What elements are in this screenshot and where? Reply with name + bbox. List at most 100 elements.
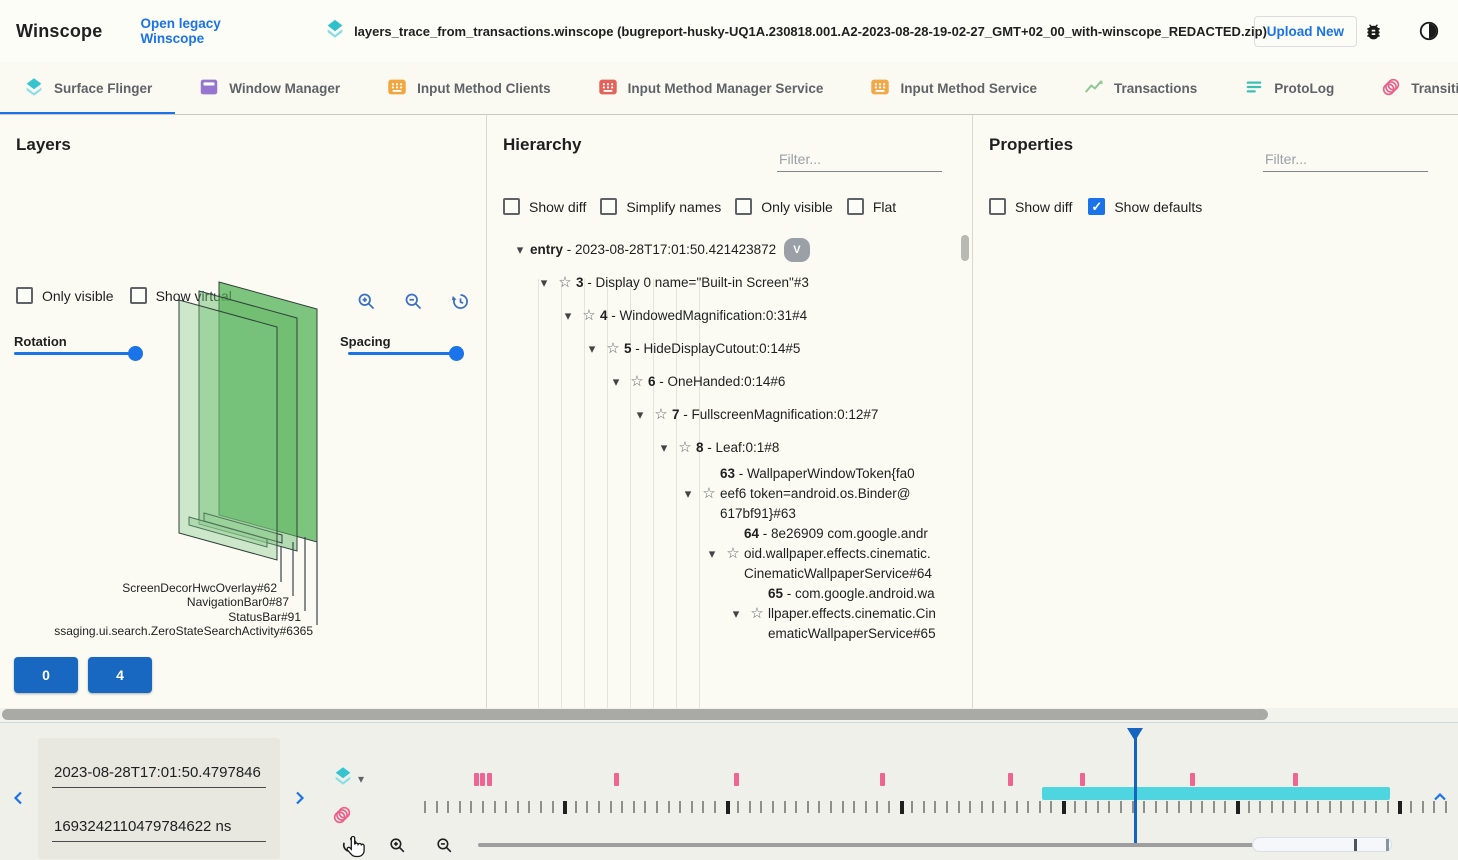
collapse-caret-icon[interactable]: ▾: [612, 373, 620, 389]
pin-star-icon[interactable]: ☆: [630, 372, 644, 390]
simplify-names-checkbox[interactable]: Simplify names: [600, 198, 721, 215]
timeline-zoom-in-icon[interactable]: [384, 832, 411, 859]
only-visible-checkbox[interactable]: Only visible: [16, 287, 114, 304]
show-defaults-checkbox[interactable]: ✓ Show defaults: [1088, 198, 1202, 215]
bug-report-icon[interactable]: [1359, 17, 1388, 46]
collapse-caret-icon[interactable]: ▾: [660, 439, 668, 455]
timeline-range-handle[interactable]: [1386, 839, 1389, 851]
checkbox-box[interactable]: [16, 287, 33, 304]
collapse-caret-icon[interactable]: ▾: [708, 546, 716, 561]
tree-node[interactable]: ▾ ☆ 5 - HideDisplayCutout:0:14#5: [487, 332, 949, 365]
tree-node[interactable]: ▾ ☆ 8 - Leaf:0:1#8: [487, 431, 949, 464]
checkbox-box[interactable]: [735, 198, 753, 215]
tab-transactions[interactable]: Transactions: [1060, 62, 1220, 114]
horizontal-scrollbar[interactable]: [0, 708, 1458, 722]
collapse-caret-icon[interactable]: ▾: [516, 241, 524, 257]
show-virtual-checkbox[interactable]: Show virtual: [129, 287, 232, 304]
collapse-caret-icon[interactable]: ▾: [684, 486, 692, 501]
tree-node[interactable]: ▾ ☆ 64 - 8e26909 com.google.android.wallp…: [487, 524, 949, 584]
trace-dropdown-caret-icon[interactable]: ▾: [358, 771, 365, 786]
tab-surface-flinger[interactable]: Surface Flinger: [0, 62, 176, 114]
show-diff-checkbox[interactable]: Show diff: [503, 198, 586, 215]
flat-checkbox[interactable]: Flat: [846, 198, 896, 215]
transition-mark[interactable]: [1080, 773, 1085, 786]
collapse-caret-icon[interactable]: ▾: [540, 274, 548, 290]
checkbox-box[interactable]: [846, 198, 864, 215]
layers-3d-view[interactable]: [0, 115, 486, 708]
transition-mark[interactable]: [734, 773, 739, 786]
tree-node-entry[interactable]: ▾ entry - 2023-08-28T17:01:50.421423872 V: [487, 233, 949, 266]
pin-star-icon[interactable]: ☆: [726, 545, 740, 562]
rotation-slider-thumb[interactable]: [128, 346, 143, 361]
previous-entry-button[interactable]: [8, 787, 30, 812]
hierarchy-filter-input[interactable]: [777, 147, 942, 172]
properties-filter-input[interactable]: [1263, 147, 1428, 172]
timestamp-human-input[interactable]: [52, 760, 266, 788]
checkbox-box[interactable]: [129, 287, 147, 304]
tab-input-method-clients[interactable]: Input Method Clients: [363, 62, 573, 114]
tree-node[interactable]: ▾ ☆ 63 - WallpaperWindowToken{fa0eef6 tok…: [487, 464, 949, 524]
surface-flinger-trace-icon[interactable]: [332, 765, 354, 792]
pin-star-icon[interactable]: ☆: [702, 485, 716, 502]
checkbox-box[interactable]: ✓: [1088, 198, 1106, 215]
zoom-out-icon[interactable]: [399, 287, 428, 316]
spacing-slider-thumb[interactable]: [449, 346, 464, 361]
transition-mark[interactable]: [1190, 773, 1195, 786]
tree-node[interactable]: ▾ ☆ 3 - Display 0 name="Built-in Screen"#…: [487, 266, 949, 299]
reset-zoom-icon[interactable]: [336, 831, 364, 859]
pin-star-icon[interactable]: ☆: [678, 438, 692, 456]
pin-star-icon[interactable]: ☆: [654, 405, 668, 423]
timeline-range-selection[interactable]: [1252, 837, 1392, 852]
transition-mark[interactable]: [474, 773, 479, 786]
checkbox-box[interactable]: [600, 198, 618, 215]
transitions-trace-icon[interactable]: [331, 804, 353, 831]
upload-new-button[interactable]: Upload New: [1253, 15, 1357, 47]
collapse-caret-icon[interactable]: ▾: [564, 307, 572, 323]
timeline-zoom-out-icon[interactable]: [431, 832, 458, 859]
display-button-0[interactable]: 0: [14, 657, 78, 693]
tab-input-method-service[interactable]: Input Method Service: [846, 62, 1060, 114]
timeline-range-track[interactable]: [478, 843, 1258, 847]
hierarchy-scrollbar[interactable]: [961, 235, 969, 261]
transition-mark[interactable]: [1008, 773, 1013, 786]
display-button-4[interactable]: 4: [88, 657, 152, 693]
transition-mark[interactable]: [1293, 773, 1298, 786]
pin-star-icon[interactable]: ☆: [582, 306, 596, 324]
open-legacy-link[interactable]: Open legacy Winscope: [140, 16, 221, 46]
tab-window-manager[interactable]: Window Manager: [175, 62, 363, 114]
trace-coverage-bar[interactable]: [1042, 787, 1390, 800]
pin-star-icon[interactable]: ☆: [606, 339, 620, 357]
tree-node[interactable]: ▾ ☆ 7 - FullscreenMagnification:0:12#7: [487, 398, 949, 431]
rotation-slider[interactable]: [14, 352, 135, 355]
pin-star-icon[interactable]: ☆: [750, 605, 764, 622]
next-entry-button[interactable]: [288, 787, 310, 812]
tab-input-method-manager-service[interactable]: Input Method Manager Service: [574, 62, 847, 114]
zoom-in-icon[interactable]: [352, 287, 381, 316]
spacing-slider[interactable]: [348, 352, 456, 355]
checkbox-box[interactable]: [503, 198, 520, 215]
tab-transitions[interactable]: Transitions: [1357, 62, 1458, 114]
transition-mark[interactable]: [614, 773, 619, 786]
reset-view-icon[interactable]: [446, 287, 475, 316]
tab-protolog[interactable]: ProtoLog: [1220, 62, 1357, 114]
collapse-caret-icon[interactable]: ▾: [588, 340, 596, 356]
dark-mode-icon[interactable]: [1414, 16, 1444, 46]
timeline-range-tick[interactable]: [1354, 839, 1357, 851]
expand-timeline-button[interactable]: [1428, 785, 1452, 812]
tree-node[interactable]: ▾ ☆ 65 - com.google.android.wallpaper.eff…: [487, 584, 949, 644]
collapse-caret-icon[interactable]: ▾: [636, 406, 644, 422]
horizontal-scrollbar-thumb[interactable]: [2, 709, 1268, 720]
timeline-cursor[interactable]: [1134, 729, 1137, 847]
transition-mark[interactable]: [480, 773, 485, 786]
tree-node[interactable]: ▾ ☆ 6 - OneHanded:0:14#6: [487, 365, 949, 398]
tree-node[interactable]: ▾ ☆ 4 - WindowedMagnification:0:31#4: [487, 299, 949, 332]
checkbox-box[interactable]: [989, 198, 1006, 215]
ruler-tick: [807, 801, 809, 813]
transition-mark[interactable]: [487, 773, 492, 786]
show-diff-checkbox[interactable]: Show diff: [989, 198, 1072, 215]
collapse-caret-icon[interactable]: ▾: [732, 606, 740, 621]
pin-star-icon[interactable]: ☆: [558, 273, 572, 291]
transition-mark[interactable]: [880, 773, 885, 786]
timestamp-ns-input[interactable]: [52, 814, 266, 842]
only-visible-checkbox[interactable]: Only visible: [735, 198, 833, 215]
